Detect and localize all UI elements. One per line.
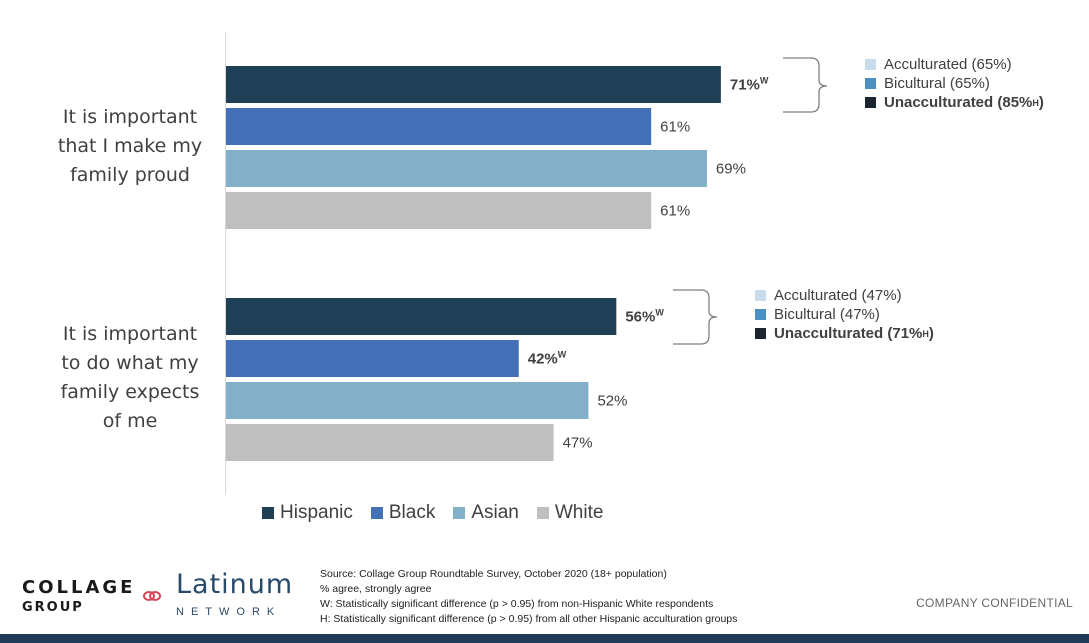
unacculturated-swatch	[865, 97, 876, 108]
category-label-line: family expects	[60, 381, 200, 403]
data-label-asian-2: 52%	[597, 393, 627, 410]
bar-black-1	[226, 108, 652, 145]
bar-chart: 71%W 61% 69% 61% 56%W 42%W 52% 47%	[225, 32, 828, 495]
h-significance-note: H: Statistically significant difference …	[320, 613, 738, 625]
bicultural-swatch	[865, 78, 876, 89]
source-note: Source: Collage Group Roundtable Survey,…	[320, 568, 667, 580]
category-label-line: It is important	[62, 323, 198, 345]
chart-legend: Hispanic Black Asian White	[262, 502, 621, 524]
bicultural-swatch	[755, 309, 766, 320]
legend-item-hispanic: Hispanic	[262, 502, 353, 524]
bar-hispanic-1	[226, 66, 721, 103]
data-label-black-1: 61%	[660, 119, 690, 136]
category-label-1: It is important that I make my family pr…	[35, 103, 225, 190]
collage-group-logo: COLLAGE GROUP	[22, 577, 135, 617]
data-label-hispanic-1: 71%W	[730, 76, 769, 94]
legend-item-asian: Asian	[453, 502, 519, 524]
category-label-2: It is important to do what my family exp…	[35, 320, 225, 436]
measure-note: % agree, strongly agree	[320, 583, 432, 595]
bar-black-2	[226, 340, 519, 377]
unacculturated-row: Unacculturated (71% H)	[755, 324, 934, 343]
category-label-line: of me	[102, 410, 158, 432]
legend-item-black: Black	[370, 502, 436, 524]
legend-label-white: White	[554, 502, 604, 523]
bar-white-1	[226, 192, 652, 229]
bicultural-value: Bicultural (47%)	[774, 306, 880, 323]
significance-marker: W	[558, 350, 567, 360]
acculturation-breakdown-1: Acculturated (65%) Bicultural (65%) Unac…	[865, 55, 1044, 112]
data-label-white-2: 47%	[563, 435, 593, 452]
data-label-hispanic-2: 56%W	[625, 308, 664, 326]
footer-notes: Source: Collage Group Roundtable Survey,…	[320, 567, 737, 627]
unacculturated-close: )	[928, 325, 934, 342]
bracket-2	[673, 289, 718, 345]
latinum-logo-line1: Latinum	[176, 569, 294, 600]
legend-swatch-asian	[453, 507, 466, 519]
latinum-network-logo: Latinum NETWORK	[176, 570, 293, 620]
acculturation-breakdown-2: Acculturated (47%) Bicultural (47%) Unac…	[755, 286, 934, 343]
unacculturated-close: )	[1038, 94, 1044, 111]
bottom-bar	[0, 634, 1089, 643]
legend-item-white: White	[536, 502, 604, 524]
unacculturated-value: Unacculturated (71%	[774, 325, 923, 342]
acculturated-value: Acculturated (65%)	[884, 56, 1012, 73]
acculturated-swatch	[755, 290, 766, 301]
bracket-1	[783, 57, 828, 113]
unacculturated-row: Unacculturated (85% H)	[865, 93, 1044, 112]
category-label-line: It is important	[62, 106, 198, 128]
collage-logo-line2: GROUP	[22, 600, 84, 615]
data-label-asian-1: 69%	[716, 161, 746, 178]
link-icon	[143, 591, 161, 601]
acculturated-row: Acculturated (65%)	[865, 55, 1044, 74]
w-significance-note: W: Statistically significant difference …	[320, 598, 714, 610]
bar-white-2	[226, 424, 554, 461]
bar-asian-1	[226, 150, 707, 187]
bar-asian-2	[226, 382, 589, 419]
legend-label-asian: Asian	[471, 502, 519, 523]
legend-label-hispanic: Hispanic	[280, 502, 353, 523]
legend-swatch-hispanic	[262, 507, 274, 519]
bar-hispanic-2	[226, 298, 617, 335]
significance-marker: W	[760, 76, 769, 86]
data-label-white-1: 61%	[660, 203, 690, 220]
acculturated-row: Acculturated (47%)	[755, 286, 934, 305]
bicultural-row: Bicultural (65%)	[865, 74, 1044, 93]
unacculturated-swatch	[755, 328, 766, 339]
category-label-line: family proud	[70, 164, 190, 186]
acculturated-swatch	[865, 59, 876, 70]
data-label-black-2: 42%W	[528, 350, 567, 368]
latinum-logo-line2: NETWORK	[176, 606, 282, 618]
legend-swatch-black	[370, 507, 383, 519]
legend-label-black: Black	[388, 502, 436, 523]
confidential-label: COMPANY CONFIDENTIAL	[916, 596, 1073, 610]
collage-logo-line1: COLLAGE	[22, 577, 136, 598]
significance-marker: W	[655, 308, 664, 318]
bicultural-value: Bicultural (65%)	[884, 75, 990, 92]
acculturated-value: Acculturated (47%)	[774, 287, 902, 304]
legend-swatch-white	[536, 507, 549, 519]
unacculturated-value: Unacculturated (85%	[884, 94, 1033, 111]
category-label-line: to do what my	[61, 352, 199, 374]
category-label-line: that I make my	[57, 135, 203, 157]
bicultural-row: Bicultural (47%)	[755, 305, 934, 324]
